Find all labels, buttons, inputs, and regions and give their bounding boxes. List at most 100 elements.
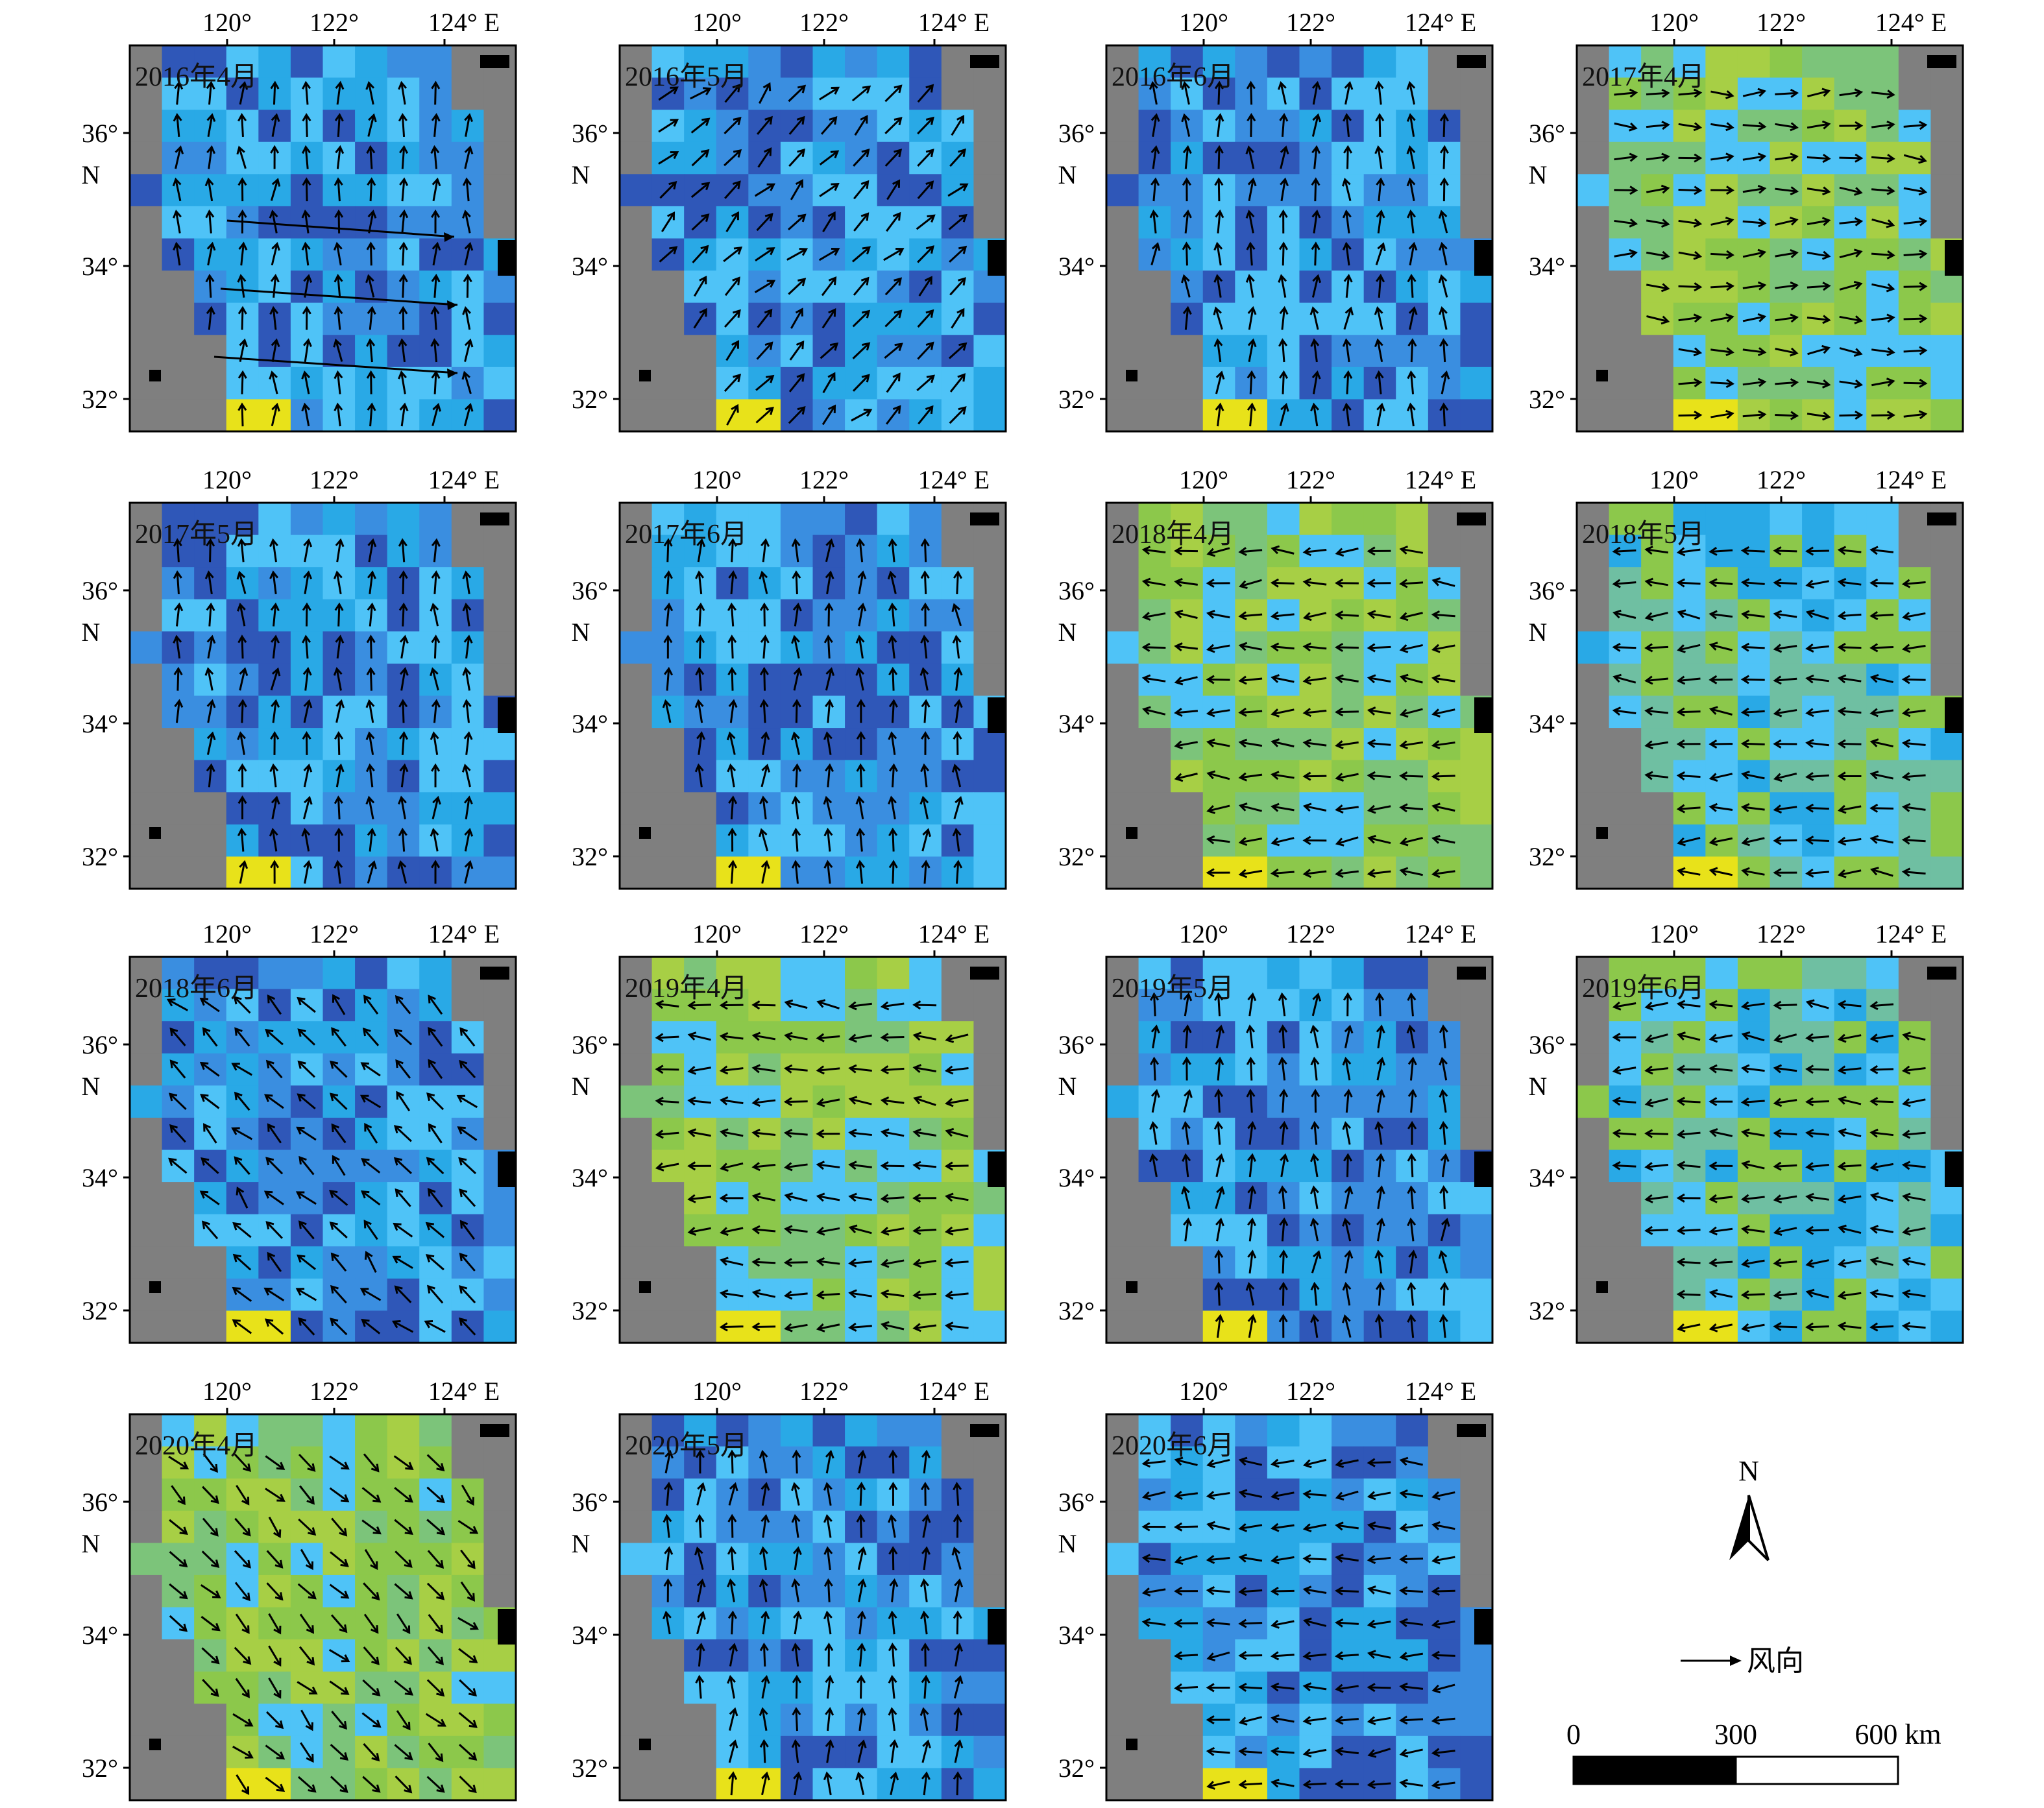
wind-arrow (880, 1096, 905, 1106)
wind-arrow (884, 149, 903, 167)
wind-arrow (1271, 708, 1295, 717)
wind-arrow (206, 602, 215, 627)
wind-arrow (1279, 306, 1289, 330)
wind-arrow (953, 1513, 962, 1538)
wind-arrow (691, 149, 710, 167)
wind-arrow (816, 1227, 840, 1236)
wind-arrow (332, 994, 346, 1015)
wind-arrow (1901, 1321, 1926, 1331)
land-cell (1930, 567, 1964, 600)
wind-arrow (1709, 1323, 1733, 1332)
wind-arrow (1399, 1779, 1424, 1788)
sea-cell (419, 957, 452, 990)
wind-arrow (173, 210, 182, 234)
map-frame (128, 1413, 517, 1802)
wind-arrow (848, 1001, 872, 1011)
wind-arrow (1407, 992, 1417, 1017)
wind-arrow (431, 80, 441, 105)
land-cell (1171, 367, 1204, 400)
land-cell (1106, 1574, 1139, 1608)
wind-arrow (1238, 611, 1263, 621)
wind-arrow (917, 245, 934, 263)
land-cell (1930, 174, 1964, 207)
wind-arrow (919, 1578, 929, 1602)
wind-arrow (1901, 1161, 1926, 1170)
wind-arrow (1439, 1024, 1448, 1049)
land-cell (194, 367, 227, 400)
sea-cell (1202, 503, 1235, 536)
wind-arrow (398, 827, 408, 852)
sea-cell (1834, 503, 1867, 536)
sea-cell (162, 503, 195, 536)
wind-arrow (759, 82, 772, 104)
wind-arrow (791, 860, 801, 884)
wind-arrow (1174, 546, 1198, 556)
wind-arrow (1839, 410, 1864, 420)
wind-arrow (334, 113, 344, 138)
wind-arrow (1710, 282, 1734, 291)
wind-arrow (206, 763, 215, 788)
wind-arrow (727, 634, 737, 659)
land-cell (162, 302, 195, 335)
sea-cell (1705, 957, 1738, 990)
island-marker (498, 240, 516, 276)
wind-arrow (1238, 1716, 1262, 1726)
wind-arrow (1367, 771, 1391, 780)
wind-arrow (431, 274, 441, 298)
wind-arrow (886, 179, 901, 200)
wind-arrow (1901, 1065, 1926, 1075)
wind-arrow (724, 116, 742, 134)
wind-arrow (760, 764, 771, 788)
wind-arrow (951, 1547, 962, 1570)
wind-arrow (1376, 1217, 1385, 1242)
land-cell (1106, 238, 1139, 271)
y-tick-label: 34° (1529, 709, 1565, 738)
wind-arrow (239, 667, 249, 691)
land-cell (1106, 1150, 1139, 1183)
wind-arrow (1869, 1225, 1894, 1234)
map-frame (618, 501, 1007, 890)
wind-arrow (299, 1485, 315, 1505)
y-tick-label: 32° (1529, 842, 1565, 871)
wind-arrow (1206, 1746, 1230, 1756)
wind-arrow (1399, 1682, 1424, 1692)
panel-date-label: 2020年6月 (1112, 1430, 1234, 1461)
land-cell (162, 1246, 195, 1279)
wind-arrow (462, 210, 471, 234)
wind-arrow (303, 699, 313, 723)
wind-arrow (1406, 113, 1416, 137)
map-panel: 120° 122° 124° E 36° 34° 32° N 2017年6月 (490, 457, 1012, 895)
land-cell (483, 1510, 517, 1543)
wind-arrow (1181, 274, 1191, 298)
wind-arrow (237, 402, 247, 427)
sea-cell (483, 1246, 517, 1279)
sea-cell (716, 45, 749, 78)
wind-arrow (432, 241, 441, 266)
wind-arrow (1141, 546, 1166, 555)
wind-arrow (394, 1519, 413, 1536)
wind-arrow (1407, 1185, 1417, 1209)
land-cell (1138, 1246, 1171, 1279)
wind-arrow (951, 603, 962, 627)
wind-arrow (920, 1643, 930, 1667)
wind-arrow (394, 1680, 414, 1696)
wind-arrow (1439, 177, 1449, 202)
wind-arrow (792, 699, 801, 723)
wind-arrow (663, 570, 673, 595)
wind-arrow (1342, 177, 1352, 201)
wind-arrow (426, 1454, 445, 1472)
land-cell (1460, 206, 1493, 239)
land-cell (651, 367, 685, 400)
island-marker (988, 1609, 1006, 1645)
wind-arrow (784, 1031, 808, 1041)
wind-arrow (333, 667, 343, 691)
wind-arrow (1367, 706, 1391, 716)
wind-arrow (1238, 869, 1263, 878)
wind-arrow (857, 1707, 866, 1731)
wind-arrow (204, 570, 214, 595)
wind-arrow (1709, 706, 1733, 716)
north-arrow-label: N (1738, 1455, 1759, 1487)
wind-arrow (1245, 1282, 1255, 1306)
wind-arrow (1335, 773, 1359, 782)
wind-arrow (269, 210, 278, 234)
